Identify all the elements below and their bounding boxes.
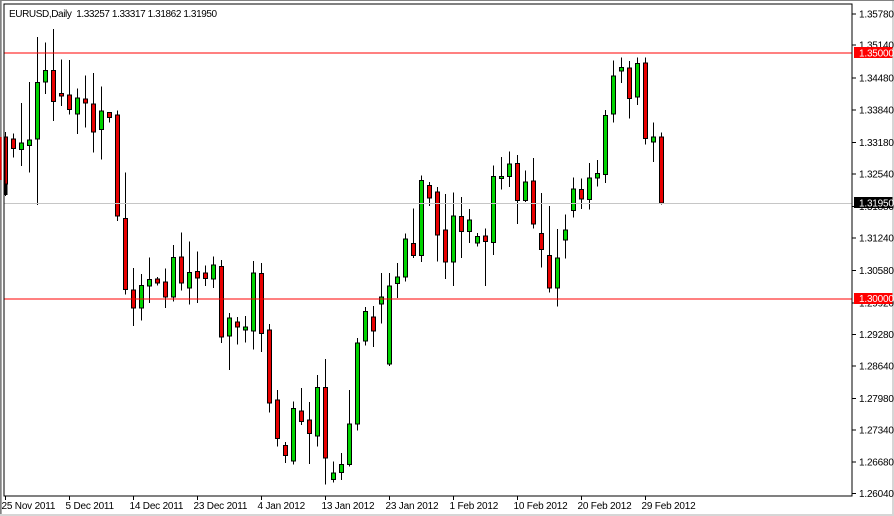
svg-text:1.27980: 1.27980 <box>859 394 894 405</box>
svg-text:1.34480: 1.34480 <box>859 74 894 85</box>
svg-text:5 Dec 2011: 5 Dec 2011 <box>66 501 115 512</box>
svg-text:1.33840: 1.33840 <box>859 106 894 117</box>
svg-text:25 Nov 2011: 25 Nov 2011 <box>2 501 56 512</box>
svg-text:1 Feb 2012: 1 Feb 2012 <box>450 501 499 512</box>
svg-text:1.33180: 1.33180 <box>859 138 894 149</box>
svg-text:23 Dec 2011: 23 Dec 2011 <box>194 501 248 512</box>
svg-text:1.30580: 1.30580 <box>859 266 894 277</box>
svg-text:10 Feb 2012: 10 Feb 2012 <box>514 501 569 512</box>
svg-text:14 Dec 2011: 14 Dec 2011 <box>130 501 184 512</box>
svg-text:EURUSD,Daily 1.33257 1.33317: EURUSD,Daily 1.33257 1.33317 1.31862 1.3… <box>9 9 218 20</box>
svg-text:1.26680: 1.26680 <box>859 458 894 469</box>
svg-text:23 Jan 2012: 23 Jan 2012 <box>386 501 439 512</box>
svg-text:1.31240: 1.31240 <box>859 234 894 245</box>
svg-text:1.32540: 1.32540 <box>859 170 894 181</box>
svg-text:1.28640: 1.28640 <box>859 362 894 373</box>
svg-text:29 Feb 2012: 29 Feb 2012 <box>642 501 697 512</box>
svg-text:1.35140: 1.35140 <box>859 41 894 52</box>
svg-text:1.31950: 1.31950 <box>859 198 894 209</box>
svg-text:20 Feb 2012: 20 Feb 2012 <box>578 501 633 512</box>
svg-text:4 Jan 2012: 4 Jan 2012 <box>258 501 306 512</box>
svg-text:1.27340: 1.27340 <box>859 426 894 437</box>
svg-text:1.35780: 1.35780 <box>859 10 894 21</box>
svg-text:1.26040: 1.26040 <box>859 489 894 500</box>
svg-text:1.29280: 1.29280 <box>859 330 894 341</box>
svg-text:13 Jan 2012: 13 Jan 2012 <box>322 501 375 512</box>
svg-text:1.35000: 1.35000 <box>859 49 894 60</box>
svg-text:1.30000: 1.30000 <box>859 294 894 305</box>
